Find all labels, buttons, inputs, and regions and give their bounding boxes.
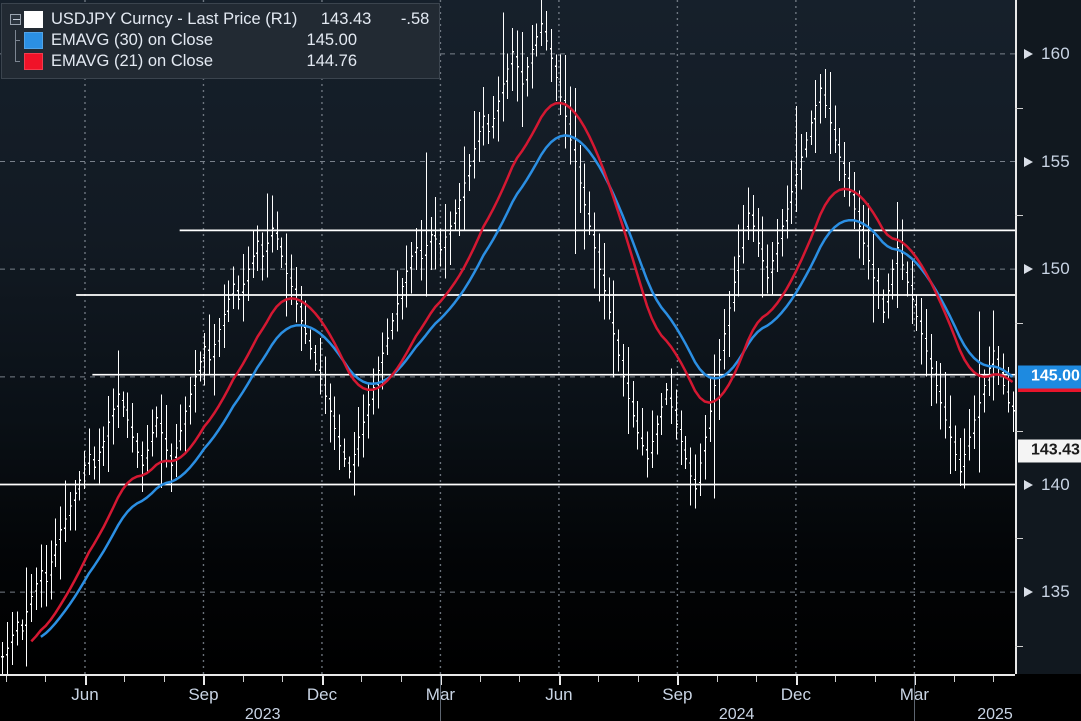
last-price-badge[interactable]: 143.43	[1018, 439, 1081, 463]
legend-row-last-price[interactable]: USDJPY Curncy - Last Price (R1) 143.43 -…	[8, 9, 429, 30]
ohlc-bars	[0, 0, 1015, 674]
price-axis-minor-tick	[1015, 646, 1023, 647]
price-axis-arrow-140	[1024, 479, 1033, 490]
ema30-line	[40, 134, 1014, 638]
price-axis-label-140: 140	[1041, 474, 1070, 494]
price-axis-label-135: 135	[1041, 582, 1070, 602]
legend-value-last-price: 143.43	[320, 10, 372, 28]
date-axis-label-sep-1: Sep	[188, 685, 219, 704]
date-axis-minor-tick	[756, 676, 758, 682]
date-axis-major-tick	[677, 676, 680, 685]
price-axis-minor-tick	[1015, 107, 1023, 109]
date-axis-minor-tick	[479, 676, 481, 682]
date-axis-minor-tick	[598, 676, 600, 682]
chart-plot-area[interactable]: USDJPY Curncy - Last Price (R1) 143.43 -…	[0, 0, 1015, 674]
legend-swatch-last-price	[24, 11, 43, 28]
price-axis-arrow-150	[1024, 264, 1033, 275]
date-axis-label-dec-6: Dec	[780, 685, 811, 704]
date-axis-spine	[0, 674, 1015, 676]
date-axis-major-tick	[914, 676, 917, 685]
legend-swatch-ema30	[24, 32, 43, 49]
price-axis-minor-tick	[1015, 538, 1023, 540]
price-axis-arrow-135	[1024, 587, 1033, 598]
date-axis-minor-tick	[993, 676, 995, 682]
date-axis-year-2024: 2024	[718, 706, 755, 721]
date-axis-minor-tick	[163, 676, 165, 682]
ema30-price-badge-label: 145.00	[1031, 367, 1080, 385]
date-axis-label-sep-5: Sep	[662, 685, 693, 704]
ema21-price-marker	[1018, 386, 1081, 392]
legend-label-last-price: USDJPY Curncy - Last Price (R1)	[51, 10, 298, 28]
date-axis-major-tick	[440, 676, 443, 685]
date-axis-minor-tick	[835, 676, 837, 682]
price-axis-minor-tick	[1015, 430, 1023, 432]
annotation-hlines	[0, 229, 1015, 486]
legend-label-ema21: EMAVG (21) on Close	[51, 52, 214, 70]
date-axis-major-tick	[795, 676, 798, 685]
price-axis-label-155: 155	[1041, 151, 1070, 171]
legend-row-ema30[interactable]: EMAVG (30) on Close 145.00	[8, 30, 429, 51]
price-axis[interactable]: 160155150145140135 145.00 143.43	[1015, 0, 1081, 674]
tree-branch-icon	[8, 30, 24, 51]
collapse-box-icon[interactable]	[8, 9, 24, 30]
chart-canvas	[0, 0, 1015, 674]
vertical-gridlines	[84, 0, 916, 674]
date-axis-minor-tick	[282, 676, 284, 682]
price-axis-spine	[1015, 0, 1017, 674]
last-price-badge-label: 143.43	[1031, 441, 1080, 459]
price-axis-label-150: 150	[1041, 259, 1070, 279]
date-axis-major-tick	[203, 676, 206, 685]
price-axis-label-160: 160	[1041, 43, 1070, 63]
legend-label-ema30: EMAVG (30) on Close	[51, 31, 214, 49]
date-axis-minor-tick	[242, 676, 244, 682]
date-axis-minor-tick	[716, 676, 718, 682]
date-axis-major-tick	[84, 676, 87, 685]
date-axis-minor-tick	[45, 676, 47, 682]
chart-legend[interactable]: USDJPY Curncy - Last Price (R1) 143.43 -…	[1, 3, 441, 79]
date-axis-minor-tick	[124, 676, 126, 682]
ema30-price-badge[interactable]: 145.00	[1018, 365, 1081, 389]
date-axis-major-tick	[558, 676, 561, 685]
horizontal-gridlines	[0, 53, 1015, 593]
date-axis-year-2023: 2023	[244, 706, 281, 721]
date-axis-minor-tick	[953, 676, 955, 682]
date-axis-year-2025: 2025	[977, 706, 1013, 721]
date-axis-year-separator	[914, 676, 916, 721]
date-axis-minor-tick	[6, 676, 7, 682]
legend-value-ema21: 144.76	[306, 52, 357, 70]
date-axis-minor-tick	[637, 676, 639, 682]
date-axis-label-dec-2: Dec	[306, 685, 338, 704]
price-axis-minor-tick	[1015, 215, 1023, 217]
price-axis-arrow-160	[1024, 48, 1033, 59]
legend-swatch-ema21	[24, 53, 43, 70]
legend-value-ema30: 145.00	[306, 31, 357, 49]
date-axis[interactable]: Jun Sep Dec Mar Jun Sep Dec Mar 2023 2024 2025	[0, 674, 1081, 721]
date-axis-major-tick	[321, 676, 324, 685]
tree-elbow-icon	[8, 51, 24, 72]
date-axis-year-separator	[440, 676, 442, 721]
legend-change-last-price: -.58	[400, 10, 430, 28]
date-axis-label-jun-4: Jun	[545, 685, 573, 704]
date-axis-label-jun-0: Jun	[71, 685, 99, 704]
date-axis-minor-tick	[874, 676, 876, 682]
legend-row-ema21[interactable]: EMAVG (21) on Close 144.76	[8, 51, 429, 72]
price-axis-arrow-155	[1024, 156, 1033, 167]
price-axis-minor-tick	[1015, 323, 1023, 324]
date-axis-minor-tick	[519, 676, 521, 682]
ema21-line	[30, 101, 1014, 643]
date-axis-minor-tick	[400, 676, 402, 682]
date-axis-minor-tick	[361, 676, 363, 682]
